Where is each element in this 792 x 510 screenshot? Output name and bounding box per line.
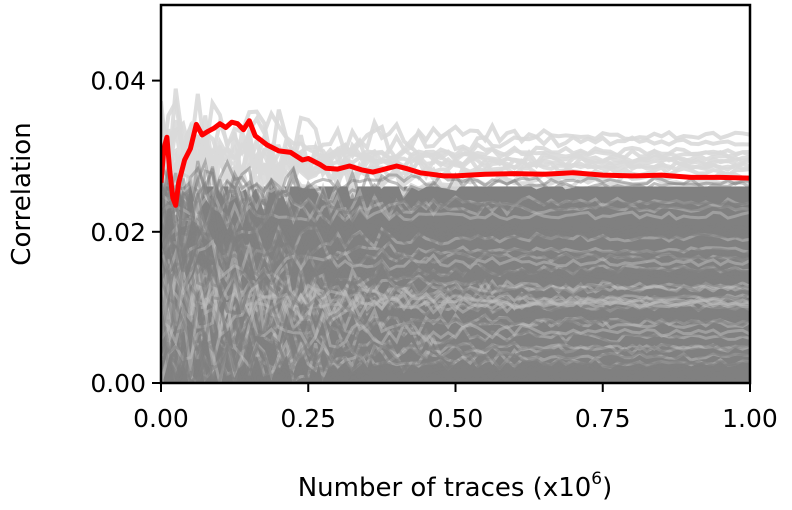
background-trace (161, 310, 750, 383)
x-tick-label: 1.00 (722, 404, 778, 433)
background-trace (161, 174, 750, 244)
background-trace (161, 156, 750, 214)
background-trace (161, 334, 750, 382)
background-trace (161, 179, 750, 258)
background-trace (161, 130, 750, 185)
x-tick-label: 0.75 (575, 404, 631, 433)
background-trace (161, 323, 750, 383)
background-trace (161, 250, 750, 317)
y-tick-label: 0.00 (90, 369, 146, 398)
background-trace (161, 249, 750, 333)
x-axis-label-close: ) (602, 473, 612, 503)
background-traces (161, 88, 750, 383)
x-axis-label: Number of traces (x106) (298, 469, 613, 503)
x-tick-label: 0.00 (133, 404, 189, 433)
background-trace (161, 172, 750, 226)
x-tick-label: 0.50 (428, 404, 484, 433)
y-tick-label: 0.04 (90, 67, 146, 96)
background-trace (161, 282, 750, 353)
x-axis: 0.00 0.25 0.50 0.75 1.00 (133, 383, 778, 433)
x-tick-label: 0.25 (280, 404, 336, 433)
highlight-series-line (161, 118, 750, 208)
y-axis: 0.00 0.02 0.04 (90, 67, 161, 398)
background-trace (161, 215, 750, 267)
background-trace (161, 249, 750, 298)
x-axis-label-exponent: 6 (591, 469, 602, 489)
y-tick-label: 0.02 (90, 218, 146, 247)
background-trace (161, 88, 750, 190)
series-layer (161, 118, 750, 208)
background-trace (161, 190, 750, 285)
background-trace (161, 93, 750, 172)
background-trace (161, 353, 750, 383)
y-axis-label: Correlation (7, 122, 37, 265)
background-trace (161, 218, 750, 288)
background-trace (161, 263, 750, 343)
background-trace (161, 255, 750, 304)
